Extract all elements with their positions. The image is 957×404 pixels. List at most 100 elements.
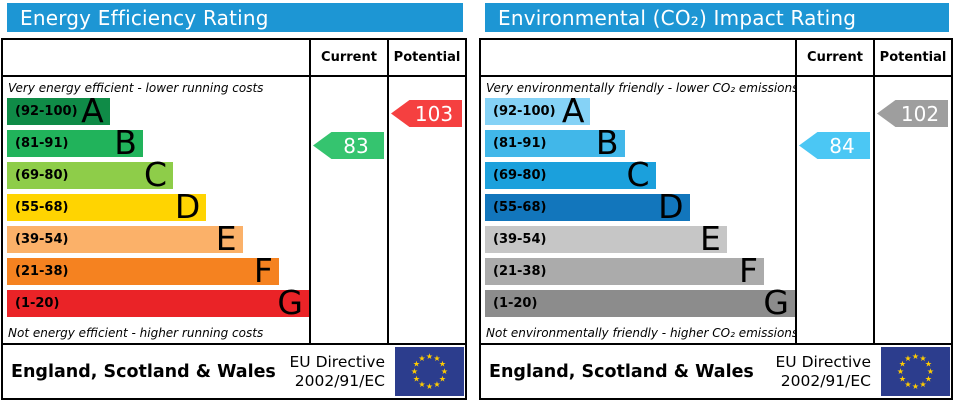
current-rating-arrow: 84 <box>799 132 870 159</box>
svg-text:★: ★ <box>897 367 904 376</box>
band-bar-g: (1-20) G <box>7 282 309 322</box>
band-area: Very energy efficient - lower running co… <box>3 77 309 343</box>
svg-text:★: ★ <box>433 380 440 389</box>
environmental-rating-table: Current Potential Very environmentally f… <box>479 38 953 400</box>
column-header-row: Current Potential <box>3 40 465 77</box>
svg-text:★: ★ <box>912 352 919 361</box>
svg-text:★: ★ <box>439 375 446 384</box>
environmental-panel-title-bar: Environmental (CO₂) Impact Rating <box>485 3 949 32</box>
band-grade-letter: F <box>739 250 758 290</box>
band-range-label: (81-91) <box>15 136 69 151</box>
energy-panel-title-bar: Energy Efficiency Rating <box>7 3 463 32</box>
potential-column-header: Potential <box>873 40 951 75</box>
band-bar-a: (92-100) A <box>485 90 591 130</box>
eu-directive-line1: EU Directive <box>289 352 386 371</box>
column-header-row: Current Potential <box>481 40 951 77</box>
band-range-label: (69-80) <box>15 168 69 183</box>
potential-value-column: 103 <box>387 77 465 343</box>
rating-body: Very environmentally friendly - lower CO… <box>481 77 951 343</box>
svg-text:★: ★ <box>899 360 906 369</box>
band-range-label: (1-20) <box>15 296 60 311</box>
band-bars: (92-100) A (81-91) B (69-80) C (55-68) D (39-54)… <box>3 90 309 322</box>
band-grade-letter: F <box>253 250 273 290</box>
band-bars: (92-100) A (81-91) B (69-80) C (55-68) D (39-54)… <box>481 90 795 322</box>
band-range-label: (92-100) <box>15 104 78 119</box>
band-area: Very environmentally friendly - lower CO… <box>481 77 795 343</box>
environmental-panel-title: Environmental (CO₂) Impact Rating <box>498 5 857 30</box>
top-caption: Very environmentally friendly - lower CO… <box>486 80 795 95</box>
band-row-b: (81-91) B <box>485 122 795 162</box>
svg-text:★: ★ <box>904 354 911 363</box>
band-grade-letter: E <box>215 218 237 258</box>
potential-column-header: Potential <box>387 40 465 75</box>
environmental-impact-panel: Environmental (CO₂) Impact Rating Curren… <box>479 3 953 404</box>
band-row-c: (69-80) C <box>485 154 795 194</box>
band-range-label: (81-91) <box>493 136 547 151</box>
svg-text:★: ★ <box>418 354 425 363</box>
band-bar-d: (55-68) D <box>7 186 207 226</box>
band-range-label: (55-68) <box>15 200 69 215</box>
band-grade-letter: C <box>144 154 168 194</box>
table-footer: England, Scotland & Wales EU Directive 2… <box>481 343 951 398</box>
band-row-f: (21-38) F <box>7 250 309 290</box>
svg-text:★: ★ <box>925 360 932 369</box>
band-bar-d: (55-68) D <box>485 190 690 223</box>
rating-body: Very energy efficient - lower running co… <box>3 77 465 343</box>
band-row-a: (92-100) A <box>7 90 309 130</box>
top-caption: Very energy efficient - lower running co… <box>8 80 264 95</box>
bottom-caption: Not environmentally friendly - higher CO… <box>486 325 795 340</box>
eu-directive-line2: 2002/91/EC <box>294 371 385 390</box>
svg-text:★: ★ <box>912 382 919 391</box>
band-grade-letter: A <box>561 90 585 130</box>
band-column-header-spacer <box>3 40 309 75</box>
band-bar-f: (21-38) F <box>7 250 279 290</box>
band-range-label: (1-20) <box>493 296 538 311</box>
band-bar-b: (81-91) B <box>7 122 143 162</box>
band-grade-letter: D <box>174 186 201 226</box>
band-grade-letter: A <box>81 90 104 130</box>
band-bar-c: (69-80) C <box>7 154 174 194</box>
potential-value-column: 102 <box>873 77 951 343</box>
band-bar-f: (21-38) F <box>485 250 764 290</box>
svg-text:★: ★ <box>441 367 448 376</box>
band-range-label: (92-100) <box>493 104 556 119</box>
svg-text:★: ★ <box>413 375 420 384</box>
band-row-a: (92-100) A <box>485 90 795 130</box>
band-range-label: (21-38) <box>15 264 69 279</box>
band-row-g: (1-20) G <box>7 282 309 322</box>
current-value-column: 84 <box>795 77 873 343</box>
energy-panel-title: Energy Efficiency Rating <box>20 5 269 30</box>
bottom-caption: Not energy efficient - higher running co… <box>8 325 264 340</box>
svg-text:★: ★ <box>413 360 420 369</box>
band-row-d: (55-68) D <box>7 186 309 226</box>
region-label: England, Scotland & Wales <box>11 361 276 382</box>
svg-text:★: ★ <box>426 382 433 391</box>
potential-rating-arrow: 103 <box>391 100 462 127</box>
potential-rating-arrow: 102 <box>877 100 948 127</box>
svg-text:★: ★ <box>418 380 425 389</box>
band-bar-e: (39-54) E <box>7 218 243 258</box>
band-row-f: (21-38) F <box>485 250 795 290</box>
band-range-label: (55-68) <box>493 200 547 215</box>
band-bar-a: (92-100) A <box>7 90 110 130</box>
energy-rating-table: Current Potential Very energy efficient … <box>1 38 467 400</box>
eu-flag: ★ ★★★★★★★★★★★ <box>395 347 464 396</box>
svg-text:★: ★ <box>426 352 433 361</box>
svg-text:★: ★ <box>919 380 926 389</box>
band-grade-letter: B <box>595 122 619 162</box>
current-rating-arrow: 83 <box>313 132 384 159</box>
band-grade-letter: C <box>626 154 650 194</box>
band-bar-g: (1-20) G <box>485 286 795 319</box>
current-value-column: 83 <box>309 77 387 343</box>
band-column-header-spacer <box>481 40 795 75</box>
band-grade-letter: G <box>277 282 303 322</box>
band-grade-letter: B <box>114 122 137 162</box>
eu-directive-label: EU Directive 2002/91/EC <box>290 353 386 391</box>
svg-text:★: ★ <box>899 375 906 384</box>
eu-directive-line1: EU Directive <box>775 352 872 371</box>
band-row-c: (69-80) C <box>7 154 309 194</box>
svg-text:★: ★ <box>927 367 934 376</box>
region-label: England, Scotland & Wales <box>489 361 754 382</box>
eu-directive-label: EU Directive 2002/91/EC <box>776 353 872 391</box>
